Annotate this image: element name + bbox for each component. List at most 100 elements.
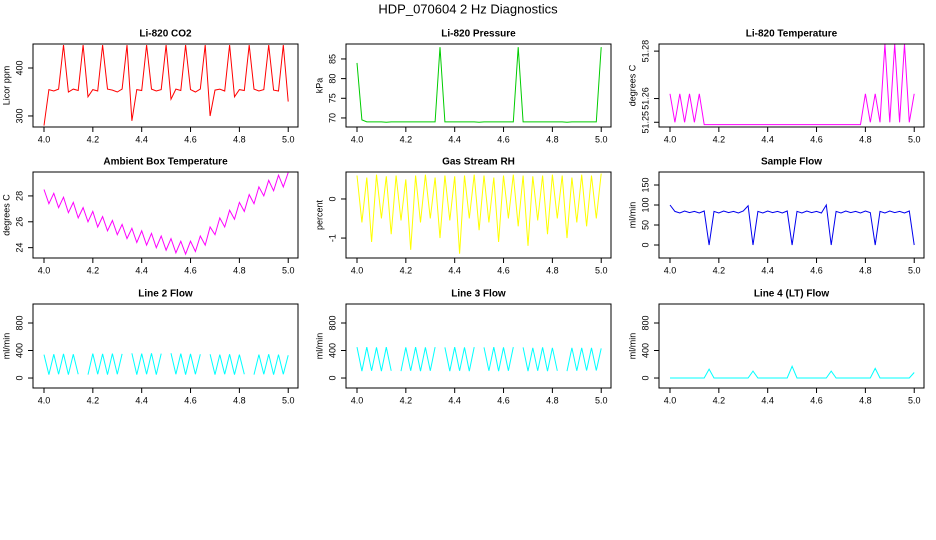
x-tick-label: 5.0 — [595, 395, 608, 405]
x-tick-label: 5.0 — [282, 395, 295, 405]
x-tick-label: 5.0 — [595, 134, 608, 144]
x-tick-label: 4.4 — [448, 395, 461, 405]
x-tick-label: 4.0 — [351, 395, 364, 405]
x-tick-label: 4.6 — [810, 395, 823, 405]
y-tick-label: 75 — [327, 93, 337, 103]
x-tick-label: 4.4 — [135, 265, 148, 275]
x-tick-label: 4.6 — [184, 134, 197, 144]
plot-frame — [658, 303, 925, 389]
panel-title: Li-820 CO2 — [139, 29, 192, 40]
panel-title: Gas Stream RH — [442, 157, 515, 168]
x-tick-label: 4.6 — [810, 134, 823, 144]
data-line — [669, 43, 915, 126]
y-tick-label: 800 — [14, 315, 24, 330]
x-tick-label: 4.8 — [859, 134, 872, 144]
y-axis-label: percent — [314, 199, 324, 230]
y-axis-label: ml/min — [627, 333, 637, 360]
x-tick-label: 4.6 — [810, 265, 823, 275]
x-tick-label: 4.4 — [761, 134, 774, 144]
y-tick-label: 0 — [327, 376, 337, 381]
x-tick-label: 4.2 — [87, 265, 100, 275]
x-tick-label: 4.0 — [38, 395, 51, 405]
figure-title: HDP_070604 2 Hz Diagnostics — [378, 1, 558, 16]
x-tick-label: 4.8 — [859, 265, 872, 275]
panel-title: Ambient Box Temperature — [103, 157, 228, 168]
x-tick-label: 4.6 — [497, 134, 510, 144]
y-tick-label: 0 — [640, 376, 650, 381]
x-tick-label: 4.6 — [184, 265, 197, 275]
y-tick-label: 51.25 — [640, 111, 650, 134]
y-tick-label: 28 — [14, 191, 24, 201]
y-tick-label: 0 — [14, 376, 24, 381]
panel-title: Li-820 Temperature — [746, 29, 838, 40]
panel-title: Line 2 Flow — [138, 289, 193, 300]
y-axis-label: ml/min — [314, 333, 324, 360]
y-tick-label: 0 — [640, 242, 650, 247]
y-tick-label: 51.28 — [640, 40, 650, 63]
x-tick-label: 4.4 — [761, 395, 774, 405]
x-tick-label: 5.0 — [908, 134, 921, 144]
plot-frame — [345, 171, 612, 259]
plot-frame — [32, 171, 299, 259]
y-tick-label: 0 — [327, 196, 337, 201]
y-tick-label: 50 — [640, 220, 650, 230]
x-tick-label: 4.8 — [546, 134, 559, 144]
x-tick-label: 4.0 — [664, 395, 677, 405]
x-tick-label: 4.2 — [713, 265, 726, 275]
x-tick-label: 4.2 — [713, 395, 726, 405]
x-tick-label: 4.4 — [761, 265, 774, 275]
plot-frame — [32, 43, 299, 128]
y-tick-label: 26 — [14, 217, 24, 227]
x-tick-label: 5.0 — [908, 265, 921, 275]
y-tick-label: 24 — [14, 243, 24, 253]
data-line — [670, 365, 915, 379]
x-tick-label: 4.0 — [38, 134, 51, 144]
y-axis-label: kPa — [314, 78, 324, 94]
y-tick-label: 800 — [327, 315, 337, 330]
y-tick-label: 400 — [327, 343, 337, 358]
x-tick-label: 4.6 — [497, 265, 510, 275]
data-line — [43, 44, 289, 126]
y-tick-label: -1 — [327, 234, 337, 242]
plot-frame — [345, 43, 612, 128]
x-tick-label: 4.2 — [713, 134, 726, 144]
y-axis-label: ml/min — [627, 202, 637, 229]
x-tick-label: 5.0 — [595, 265, 608, 275]
data-line — [43, 172, 289, 256]
plot-frame — [658, 171, 925, 259]
y-tick-label: 400 — [14, 343, 24, 358]
x-tick-label: 4.8 — [859, 395, 872, 405]
x-tick-label: 5.0 — [282, 265, 295, 275]
panel-title: Line 3 Flow — [451, 289, 506, 300]
x-tick-label: 4.0 — [664, 134, 677, 144]
x-tick-label: 4.4 — [135, 134, 148, 144]
y-tick-label: 70 — [327, 113, 337, 123]
x-tick-label: 4.0 — [38, 265, 51, 275]
x-tick-label: 4.0 — [664, 265, 677, 275]
x-tick-label: 4.2 — [87, 134, 100, 144]
y-axis-label: degrees C — [1, 194, 11, 236]
x-tick-label: 4.4 — [135, 395, 148, 405]
x-tick-label: 4.2 — [400, 395, 413, 405]
data-line — [356, 346, 602, 372]
y-tick-label: 400 — [640, 343, 650, 358]
y-axis-label: ml/min — [1, 333, 11, 360]
x-tick-label: 4.8 — [233, 134, 246, 144]
x-tick-label: 5.0 — [908, 395, 921, 405]
y-axis-label: Licor ppm — [1, 66, 11, 106]
plot-frame — [345, 303, 612, 389]
data-line — [356, 173, 602, 254]
y-tick-label: 800 — [640, 315, 650, 330]
x-tick-label: 4.4 — [448, 134, 461, 144]
x-tick-label: 4.4 — [448, 265, 461, 275]
x-tick-label: 4.0 — [351, 265, 364, 275]
panel-title: Li-820 Pressure — [441, 29, 516, 40]
x-tick-label: 4.6 — [184, 395, 197, 405]
data-line — [43, 353, 289, 375]
y-axis-label: degrees C — [627, 64, 637, 106]
y-tick-label: 300 — [14, 108, 24, 123]
y-tick-label: 150 — [640, 177, 650, 192]
x-tick-label: 4.8 — [233, 265, 246, 275]
x-tick-label: 4.2 — [400, 265, 413, 275]
panel-title: Line 4 (LT) Flow — [754, 289, 830, 300]
